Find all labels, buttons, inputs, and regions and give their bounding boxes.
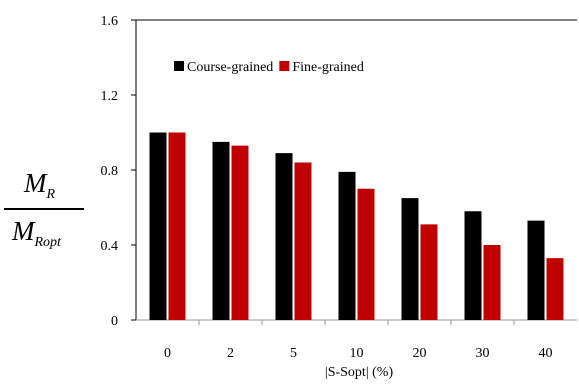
y-axis-label: MR MRopt — [4, 168, 84, 258]
legend-label: Fine-grained — [292, 60, 364, 75]
legend: Course-grained Fine-grained — [174, 60, 364, 75]
y-tick-label: 0.8 — [101, 164, 119, 179]
bar-course-grained — [338, 171, 356, 320]
bar-fine-grained — [420, 224, 438, 320]
x-tick-label: 2 — [227, 346, 234, 361]
y-label-den-sub: Ropt — [34, 235, 61, 250]
axes — [131, 19, 577, 325]
y-label-den-main: M — [12, 216, 35, 246]
x-tick-label: 20 — [413, 346, 427, 361]
x-tick-label: 5 — [290, 346, 297, 361]
x-tick-label: 10 — [350, 346, 364, 361]
x-tick-label: 0 — [164, 346, 171, 361]
x-tick-label: 40 — [539, 346, 553, 361]
y-label-num-main: M — [24, 168, 47, 198]
bar-fine-grained — [294, 162, 312, 320]
legend-swatch — [174, 61, 184, 71]
bar-course-grained — [527, 220, 545, 320]
bar-fine-grained — [546, 258, 564, 320]
y-tick-label: 0.4 — [101, 239, 119, 254]
bar-fine-grained — [357, 188, 375, 320]
y-tick-label: 1.6 — [101, 14, 119, 29]
bars — [149, 132, 564, 320]
y-axis-label-denominator: MRopt — [12, 216, 61, 250]
bar-fine-grained — [231, 145, 249, 320]
bar-course-grained — [212, 141, 230, 320]
legend-swatch — [279, 61, 290, 71]
legend-label: Course-grained — [187, 60, 273, 75]
bar-course-grained — [275, 153, 293, 320]
bar-course-grained — [464, 211, 482, 320]
bar-course-grained — [401, 198, 419, 320]
x-tick-label: 30 — [476, 346, 490, 361]
y-tick-label: 1.2 — [101, 89, 119, 104]
bar-course-grained — [149, 132, 167, 320]
x-axis-label: |S-Sopt| (%) — [325, 365, 394, 380]
y-tick-label: 0 — [111, 314, 118, 329]
y-axis-label-numerator: MR — [24, 168, 56, 202]
bar-fine-grained — [483, 245, 501, 320]
y-label-num-sub: R — [46, 187, 56, 202]
tick-labels: 0 0.4 0.8 1.2 1.6 0 2 5 10 20 30 40 — [101, 14, 553, 361]
bar-fine-grained — [168, 132, 186, 320]
y-axis-label-fraction-bar — [4, 208, 84, 210]
